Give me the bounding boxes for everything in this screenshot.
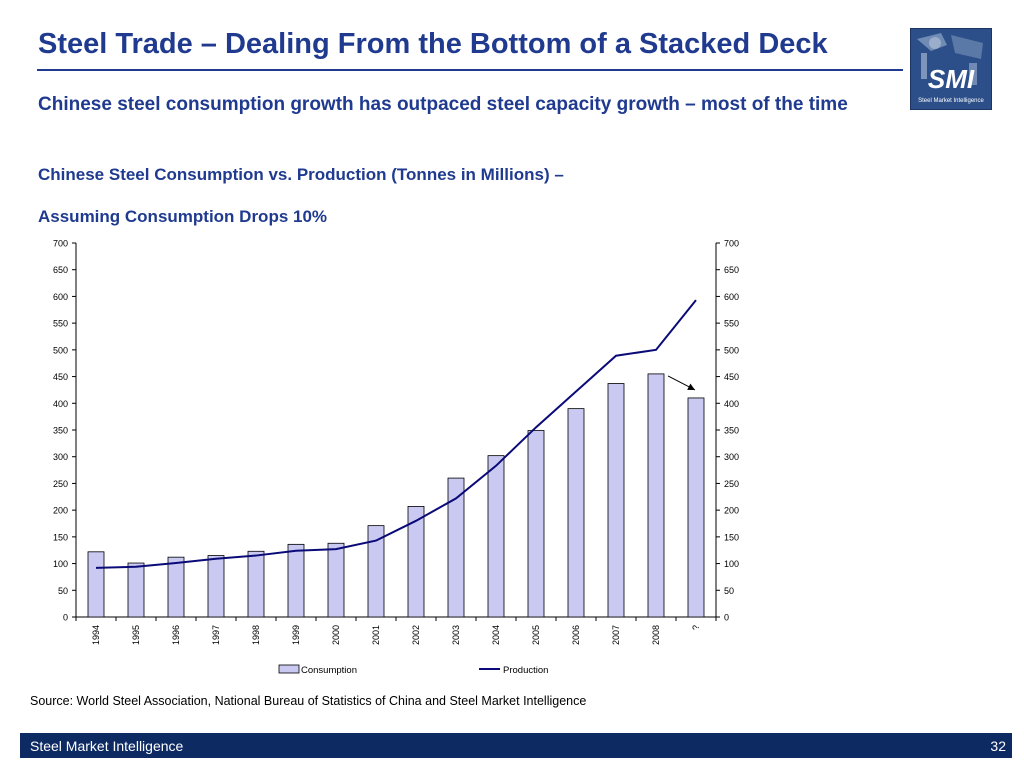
y-tick-label-right: 700 (724, 239, 739, 249)
y-tick-label-left: 100 (53, 559, 68, 569)
footer-bar: Steel Market Intelligence 32 (20, 733, 1012, 758)
bar-1994 (87, 551, 105, 618)
y-tick-label-right: 0 (724, 613, 729, 623)
page-number: 32 (990, 738, 1006, 754)
x-tick-label: 2001 (371, 625, 381, 645)
y-tick-label-left: 300 (53, 452, 68, 462)
legend-consumption-swatch (278, 664, 300, 674)
bar-2008 (647, 373, 665, 618)
y-tick-label-left: 650 (53, 265, 68, 275)
y-tick-label-right: 400 (724, 399, 739, 409)
bar-2007 (607, 383, 625, 618)
bar-2005 (527, 430, 545, 618)
y-tick-label-right: 500 (724, 345, 739, 355)
x-tick-label: 2005 (531, 625, 541, 645)
y-tick-label-left: 150 (53, 532, 68, 542)
x-tick-label: 1996 (171, 625, 181, 645)
y-tick-label-left: 500 (53, 345, 68, 355)
x-tick-label: 2003 (451, 625, 461, 645)
bar-1995 (127, 562, 145, 618)
y-tick-label-left: 550 (53, 319, 68, 329)
y-tick-label-left: 400 (53, 399, 68, 409)
bar-2001 (367, 525, 385, 618)
bar-1996 (167, 556, 185, 618)
x-tick-label: 2008 (651, 625, 661, 645)
y-tick-label-right: 350 (724, 426, 739, 436)
bar-? (687, 397, 705, 618)
y-tick-label-right: 250 (724, 479, 739, 489)
x-tick-label: 1999 (291, 625, 301, 645)
x-tick-label: 1995 (131, 625, 141, 645)
y-tick-label-left: 600 (53, 292, 68, 302)
slide-subtitle: Chinese steel consumption growth has out… (38, 94, 848, 115)
x-tick-label: 1998 (251, 625, 261, 645)
x-tick-label: 1994 (91, 625, 101, 645)
bar-1997 (207, 555, 225, 618)
chart-title-line1: Chinese Steel Consumption vs. Production… (38, 165, 564, 184)
slide-title: Steel Trade – Dealing From the Bottom of… (38, 28, 828, 60)
x-tick-label: 1997 (211, 625, 221, 645)
bar-2003 (447, 477, 465, 618)
bar-2004 (487, 455, 505, 618)
y-tick-label-right: 600 (724, 292, 739, 302)
y-tick-label-right: 100 (724, 559, 739, 569)
y-tick-label-right: 50 (724, 586, 734, 596)
consumption-production-chart: 0 0 50 50 100 100 150 150 200 200 250 250 300 300 350 3… (53, 239, 739, 677)
y-tick-label-right: 150 (724, 532, 739, 542)
y-tick-label-right: 200 (724, 506, 739, 516)
y-tick-label-left: 700 (53, 239, 68, 249)
y-tick-label-right: 450 (724, 372, 739, 382)
footer-company: Steel Market Intelligence (30, 738, 184, 754)
x-tick-label: 2007 (611, 625, 621, 645)
x-tick-label: 2006 (571, 625, 581, 645)
bar-1998 (247, 550, 265, 618)
y-tick-label-left: 350 (53, 426, 68, 436)
y-tick-label-left: 0 (63, 613, 68, 623)
chart-title-line2: Assuming Consumption Drops 10% (38, 207, 328, 226)
bar-1999 (287, 543, 305, 618)
y-tick-label-left: 200 (53, 506, 68, 516)
bar-2000 (327, 542, 345, 618)
production-line (95, 299, 697, 569)
x-tick-label: 2004 (491, 625, 501, 645)
y-tick-label-left: 50 (58, 586, 68, 596)
y-tick-label-left: 450 (53, 372, 68, 382)
x-tick-label: ? (691, 625, 701, 630)
logo-caption: Steel Market Intelligence (918, 98, 984, 104)
legend-consumption-label: Consumption (301, 665, 357, 676)
y-tick-label-right: 300 (724, 452, 739, 462)
y-tick-label-left: 250 (53, 479, 68, 489)
source-note: Source: World Steel Association, Nationa… (30, 694, 587, 708)
logo-text: SMI (928, 64, 975, 94)
legend-production-label: Production (503, 665, 548, 676)
bar-2002 (407, 506, 425, 618)
smi-logo: SMI Steel Market Intelligence (910, 28, 992, 110)
annotation-arrow-head (687, 383, 695, 390)
y-tick-label-right: 550 (724, 319, 739, 329)
bar-2006 (567, 408, 585, 618)
x-tick-label: 2002 (411, 625, 421, 645)
y-tick-label-right: 650 (724, 265, 739, 275)
title-divider (37, 69, 903, 71)
x-tick-label: 2000 (331, 625, 341, 645)
